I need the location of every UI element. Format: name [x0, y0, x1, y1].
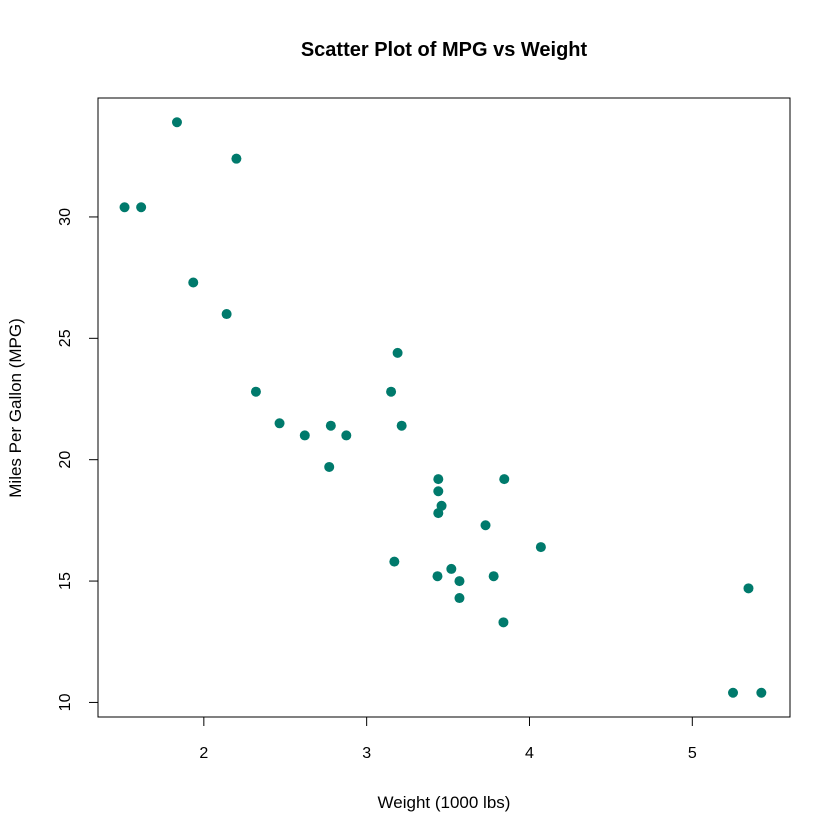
- data-point: [171, 117, 182, 128]
- data-points: [119, 117, 767, 698]
- data-point: [433, 508, 444, 519]
- data-point: [325, 420, 336, 431]
- data-point: [499, 474, 510, 485]
- data-point: [488, 571, 499, 582]
- x-tick-label: 4: [525, 745, 534, 762]
- x-axis-label: Weight (1000 lbs): [378, 793, 511, 812]
- data-point: [454, 593, 465, 604]
- data-point: [433, 486, 444, 497]
- y-tick-label: 25: [57, 329, 74, 347]
- y-tick-label: 15: [57, 572, 74, 590]
- y-axis-label: Miles Per Gallon (MPG): [6, 318, 25, 497]
- data-point: [432, 571, 443, 582]
- data-point: [446, 563, 457, 574]
- y-tick-label: 10: [57, 693, 74, 711]
- data-point: [480, 520, 491, 531]
- y-tick-label: 20: [57, 451, 74, 469]
- data-point: [433, 474, 444, 485]
- data-point: [386, 386, 397, 397]
- x-tick-label: 5: [688, 745, 697, 762]
- y-axis: 10 15 20 25 30: [57, 208, 99, 711]
- data-point: [221, 309, 232, 320]
- data-point: [324, 461, 335, 472]
- data-point: [743, 583, 754, 594]
- x-axis: 2 3 4 5: [199, 716, 697, 762]
- x-tick-label: 3: [362, 745, 371, 762]
- y-tick-label: 30: [57, 208, 74, 226]
- chart-title: Scatter Plot of MPG vs Weight: [301, 39, 588, 61]
- data-point: [728, 687, 739, 698]
- data-point: [756, 687, 767, 698]
- data-point: [535, 542, 546, 553]
- data-point: [250, 386, 261, 397]
- data-point: [136, 202, 147, 213]
- data-point: [396, 420, 407, 431]
- data-point: [341, 430, 352, 441]
- plot-area: [97, 97, 791, 718]
- data-point: [389, 556, 400, 567]
- data-point: [188, 277, 199, 288]
- data-point: [454, 576, 465, 587]
- data-point: [498, 617, 509, 628]
- data-point: [392, 347, 403, 358]
- data-point: [231, 153, 242, 164]
- data-point: [119, 202, 130, 213]
- x-tick-label: 2: [199, 745, 208, 762]
- data-point: [274, 418, 285, 429]
- data-point: [299, 430, 310, 441]
